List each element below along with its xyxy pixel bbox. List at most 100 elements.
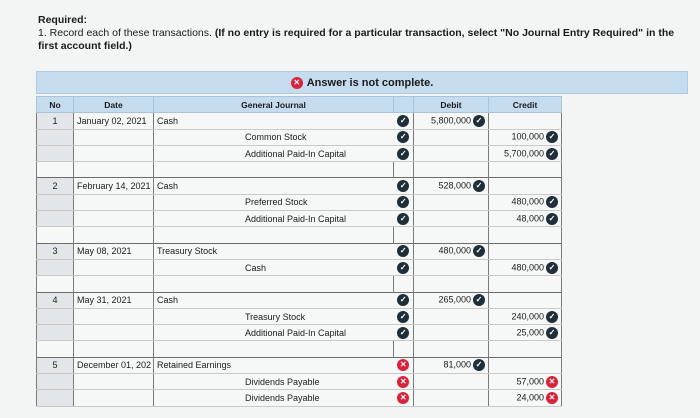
account-field[interactable]: Treasury Stock — [153, 242, 394, 260]
x-circle-icon: ✕ — [397, 359, 410, 372]
credit-field[interactable] — [488, 291, 562, 309]
account-field[interactable]: Additional Paid-In Capital — [153, 210, 394, 228]
spacer-cell — [413, 275, 489, 293]
date-field[interactable] — [73, 129, 154, 146]
debit-field[interactable] — [413, 210, 489, 228]
account-field[interactable]: Additional Paid-In Capital — [153, 324, 394, 342]
debit-field[interactable]: 480,000 ✓ — [413, 242, 489, 260]
check-circle-icon: ✓ — [546, 326, 558, 339]
debit-field[interactable]: 265,000 ✓ — [413, 291, 489, 309]
check-circle-icon: ✓ — [397, 114, 410, 127]
credit-field[interactable] — [488, 356, 562, 375]
account-status: ✓ — [393, 242, 414, 260]
credit-field[interactable]: 25,000 ✓ — [488, 324, 562, 342]
spacer-cell — [73, 275, 154, 293]
debit-field[interactable] — [413, 194, 489, 212]
instructions: Required: 1. Record each of these transa… — [38, 14, 688, 53]
account-field[interactable]: Additional Paid-In Capital — [153, 145, 394, 163]
debit-value: 5,800,000 — [430, 115, 471, 126]
date-field[interactable] — [73, 324, 154, 342]
account-field[interactable]: Retained Earnings — [153, 356, 394, 375]
date-field[interactable] — [73, 145, 154, 163]
account-name: Cash — [157, 181, 179, 192]
entry-spacer — [36, 275, 562, 293]
entry-number — [36, 324, 74, 342]
date-field[interactable]: May 08, 2021 — [73, 242, 154, 260]
date-field[interactable]: January 02, 2021 — [73, 112, 154, 130]
check-circle-icon: ✓ — [546, 261, 558, 274]
account-field[interactable]: Cash — [153, 112, 394, 130]
credit-field[interactable]: 480,000 ✓ — [488, 194, 562, 212]
check-circle-icon: ✓ — [397, 147, 410, 160]
date-field[interactable] — [73, 308, 154, 326]
credit-value: 480,000 — [511, 196, 544, 207]
answer-status-banner: ✕ Answer is not complete. — [36, 71, 688, 94]
date-field[interactable] — [73, 210, 154, 228]
account-status: ✕ — [393, 373, 414, 391]
journal-body: 1 January 02, 2021 Cash ✓ 5,800,000 ✓ Common S… — [36, 112, 562, 407]
credit-field[interactable]: 24,000 ✕ — [488, 389, 562, 407]
entry-number: 5 — [36, 356, 74, 375]
account-name: Additional Paid-In Capital — [245, 213, 347, 224]
date-field[interactable]: February 14, 2021 — [73, 177, 154, 195]
debit-field[interactable] — [413, 145, 489, 163]
credit-field[interactable]: 48,000 ✓ — [488, 210, 562, 228]
date-field[interactable]: May 31, 2021 — [73, 291, 154, 309]
account-field[interactable]: Cash — [153, 177, 394, 195]
debit-field[interactable] — [413, 129, 489, 146]
credit-field[interactable] — [488, 177, 562, 195]
entry-number — [36, 259, 74, 277]
spacer-cell — [393, 161, 414, 178]
credit-value: 240,000 — [511, 310, 544, 321]
account-field[interactable]: Cash — [153, 259, 394, 277]
debit-field[interactable] — [413, 389, 489, 407]
credit-field[interactable]: 100,000 ✓ — [488, 129, 562, 146]
debit-field[interactable] — [413, 259, 489, 277]
entry-number — [36, 389, 74, 407]
account-field[interactable]: Cash — [153, 291, 394, 309]
debit-field[interactable]: 5,800,000 ✓ — [413, 112, 489, 130]
instruction-text: 1. Record each of these transactions. — [38, 27, 215, 39]
credit-field[interactable] — [488, 112, 562, 130]
spacer-cell — [488, 340, 562, 358]
date-field[interactable] — [73, 373, 154, 391]
account-status: ✓ — [393, 194, 414, 212]
debit-field[interactable] — [413, 373, 489, 391]
spacer-cell — [488, 226, 562, 244]
credit-field[interactable]: 240,000 ✓ — [488, 308, 562, 326]
account-field[interactable]: Preferred Stock — [153, 194, 394, 212]
debit-field[interactable]: 528,000 ✓ — [413, 177, 489, 195]
credit-field[interactable]: 57,000 ✕ — [488, 373, 562, 391]
check-circle-icon: ✓ — [546, 147, 558, 160]
entry-number — [36, 145, 74, 163]
x-circle-icon: ✕ — [290, 76, 303, 89]
credit-field[interactable] — [488, 242, 562, 260]
credit-field[interactable]: 5,700,000 ✓ — [488, 145, 562, 163]
account-field[interactable]: Treasury Stock — [153, 308, 394, 326]
date-field[interactable] — [73, 389, 154, 407]
spacer-cell — [36, 226, 74, 244]
journal-row: Treasury Stock ✓ 240,000 ✓ — [36, 308, 562, 326]
journal-row: Additional Paid-In Capital ✓ 25,000 ✓ — [36, 324, 562, 342]
account-name: Additional Paid-In Capital — [245, 327, 347, 338]
date-field[interactable]: December 01, 202 — [73, 356, 154, 375]
date-field[interactable] — [73, 259, 154, 277]
spacer-cell — [488, 275, 562, 293]
debit-field[interactable]: 81,000 ✓ — [413, 356, 489, 375]
account-status: ✕ — [393, 389, 414, 407]
account-field[interactable]: Dividends Payable — [153, 389, 394, 407]
debit-field[interactable] — [413, 324, 489, 342]
debit-field[interactable] — [413, 308, 489, 326]
spacer-cell — [36, 161, 74, 178]
answer-status-text: Answer is not complete. — [306, 76, 434, 89]
entry-number — [36, 129, 74, 146]
account-field[interactable]: Common Stock — [153, 129, 394, 146]
entry-spacer — [36, 161, 562, 178]
check-circle-icon: ✓ — [546, 310, 558, 323]
credit-value: 5,700,000 — [503, 147, 544, 158]
check-circle-icon: ✓ — [397, 245, 410, 258]
credit-field[interactable]: 480,000 ✓ — [488, 259, 562, 277]
account-field[interactable]: Dividends Payable — [153, 373, 394, 391]
spacer-cell — [36, 340, 74, 358]
date-field[interactable] — [73, 194, 154, 212]
